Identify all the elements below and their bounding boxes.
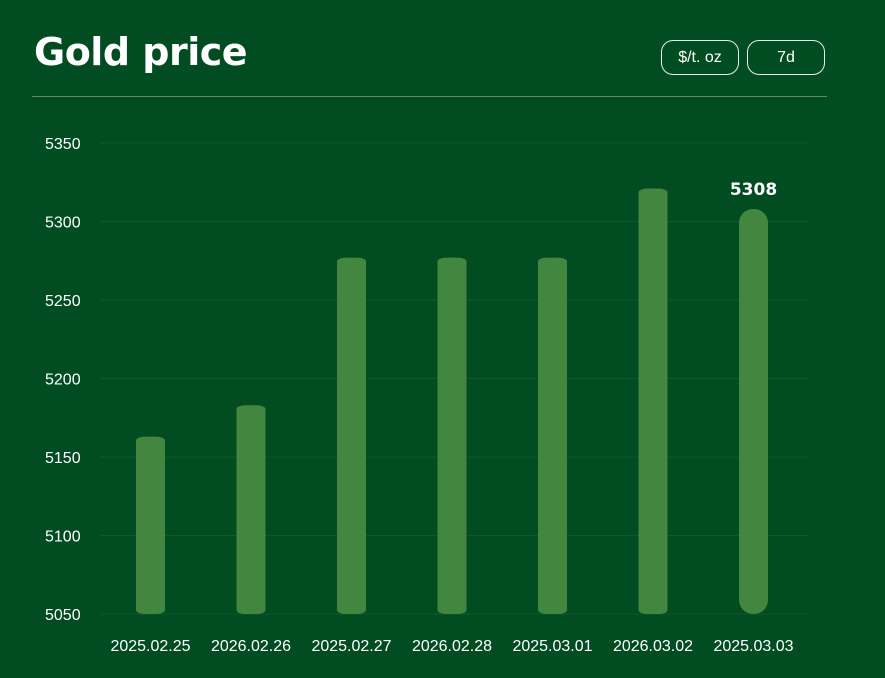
x-axis-ticks: 2025.02.25 2026.02.26 2025.02.27 2026.02.28… (110, 638, 793, 655)
x-tick-label: 2025.02.25 (110, 638, 190, 655)
x-tick-label: 2025.03.01 (512, 638, 592, 655)
bar[interactable] (437, 257, 467, 614)
bar[interactable] (739, 208, 768, 614)
y-tick-label: 5050 (45, 607, 81, 624)
y-tick-label: 5300 (45, 215, 81, 232)
chart-controls: $/t. oz 7d (661, 40, 825, 75)
x-tick-label: 2026.02.28 (412, 638, 492, 655)
header-divider (32, 96, 827, 97)
time-range-button[interactable]: 7d (747, 40, 825, 75)
y-tick-label: 5150 (45, 450, 81, 467)
bar[interactable] (136, 436, 165, 614)
data-labels: 5308 (730, 180, 777, 200)
bar-value-label: 5308 (730, 180, 777, 200)
y-tick-label: 5250 (45, 293, 81, 310)
y-tick-label: 5100 (45, 529, 81, 546)
unit-selector-button[interactable]: $/t. oz (661, 40, 739, 75)
y-tick-label: 5200 (45, 372, 81, 389)
x-tick-label: 2025.02.27 (311, 638, 391, 655)
bars (136, 188, 768, 614)
bar[interactable] (337, 257, 366, 614)
page-title: Gold price (34, 30, 248, 74)
bar[interactable] (638, 188, 668, 614)
y-tick-label: 5350 (45, 136, 81, 153)
x-tick-label: 2026.02.26 (211, 638, 291, 655)
x-tick-label: 2026.03.02 (613, 638, 693, 655)
x-tick-label: 2025.03.03 (713, 638, 793, 655)
y-axis-ticks: 5050 5100 5150 5200 5250 5300 5350 (45, 136, 81, 624)
bar[interactable] (236, 405, 266, 614)
bar[interactable] (538, 257, 567, 614)
